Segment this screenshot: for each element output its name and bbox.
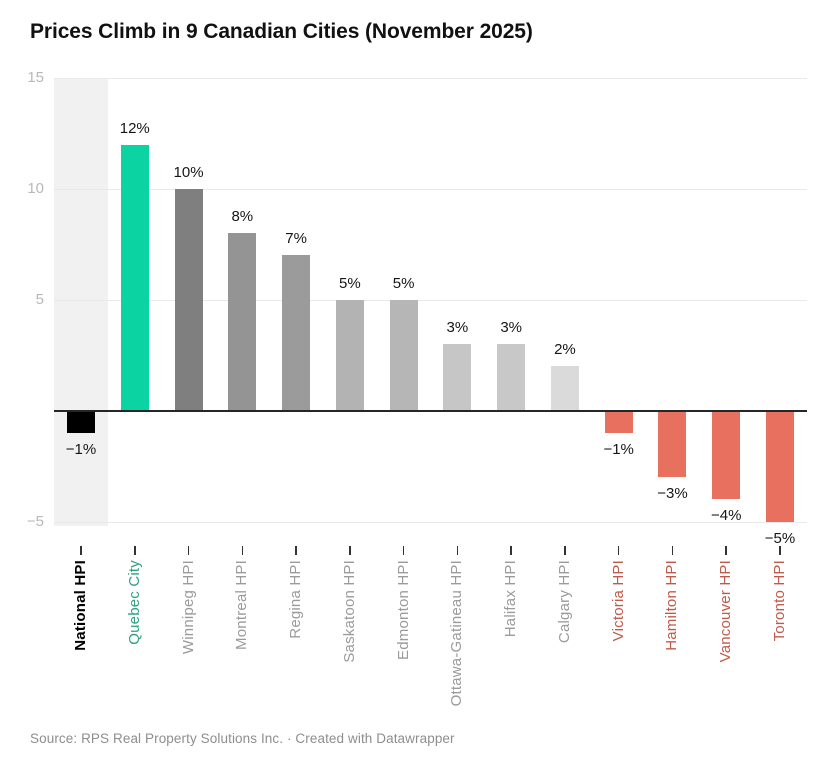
x-tick-mark (725, 546, 727, 555)
bar-value-label: −3% (657, 485, 688, 503)
x-axis-label: Quebec City (125, 560, 143, 645)
x-tick-mark (402, 546, 405, 555)
bar (335, 299, 364, 411)
grid-line (54, 188, 807, 190)
x-axis-label: Saskatoon HPI (340, 560, 358, 663)
bar-value-label: 3% (446, 319, 469, 337)
bar (712, 410, 741, 500)
bar (550, 366, 579, 411)
x-axis-label: National HPI (72, 560, 89, 651)
x-tick-mark (617, 546, 620, 555)
x-axis-label: Vancouver HPI (717, 560, 735, 663)
y-tick-label: 5 (35, 290, 44, 308)
x-tick-mark (134, 546, 136, 555)
bar (389, 299, 418, 411)
x-axis-label: Edmonton HPI (394, 560, 412, 660)
bar-value-label: 5% (392, 274, 415, 292)
bar (443, 344, 472, 411)
x-tick-mark (564, 546, 566, 555)
x-axis-label: Montreal HPI (233, 560, 251, 650)
x-tick-mark (456, 546, 459, 555)
source-note: Source: RPS Real Property Solutions Inc.… (30, 731, 455, 746)
x-axis-label: Ottawa-Gatineau HPI (448, 560, 466, 707)
x-axis-label: Hamilton HPI (663, 560, 681, 651)
bar-value-label: −5% (764, 529, 796, 547)
bar-value-label: −4% (711, 507, 742, 525)
bar-value-label: 2% (554, 341, 576, 359)
x-axis-label: Toronto HPI (771, 560, 788, 642)
bar-value-label: −1% (65, 440, 97, 458)
x-tick-mark (80, 546, 82, 555)
x-tick-mark (779, 546, 781, 555)
bar (120, 144, 149, 411)
x-axis-label: Halifax HPI (502, 560, 520, 638)
bar (658, 410, 687, 478)
y-tick-label: 15 (27, 69, 44, 86)
bar-value-label: 7% (285, 230, 307, 248)
x-axis-label: Calgary HPI (555, 560, 573, 644)
bar-value-label: 3% (500, 319, 522, 337)
bar (282, 255, 311, 411)
bar (174, 188, 203, 411)
y-tick-label: 10 (27, 179, 44, 197)
bar-value-label: 5% (339, 274, 361, 292)
x-tick-mark (295, 546, 297, 555)
y-tick-label: −5 (26, 512, 44, 530)
bar-value-label: 8% (231, 208, 254, 226)
x-axis-label: Winnipeg HPI (179, 560, 197, 655)
highlight-band (54, 78, 108, 526)
bar-value-label: −1% (603, 440, 634, 458)
x-tick-mark (349, 546, 351, 555)
chart-title: Prices Climb in 9 Canadian Cities (Novem… (30, 20, 533, 43)
x-axis-label: Victoria HPI (609, 560, 627, 642)
grid-line (54, 78, 807, 79)
grid-line (54, 521, 807, 523)
x-tick-mark (241, 546, 244, 555)
zero-axis-line (54, 409, 807, 412)
x-tick-mark (671, 546, 674, 555)
grid-line (54, 299, 807, 301)
bar (766, 410, 794, 522)
bar-value-label: 12% (119, 119, 150, 137)
bar (67, 410, 95, 433)
x-tick-mark (187, 546, 190, 555)
x-tick-mark (510, 546, 512, 555)
bar (497, 344, 526, 411)
bar-value-label: 10% (173, 163, 204, 181)
bar (228, 233, 257, 411)
x-axis-label: Regina HPI (287, 560, 305, 639)
bar (604, 410, 633, 433)
